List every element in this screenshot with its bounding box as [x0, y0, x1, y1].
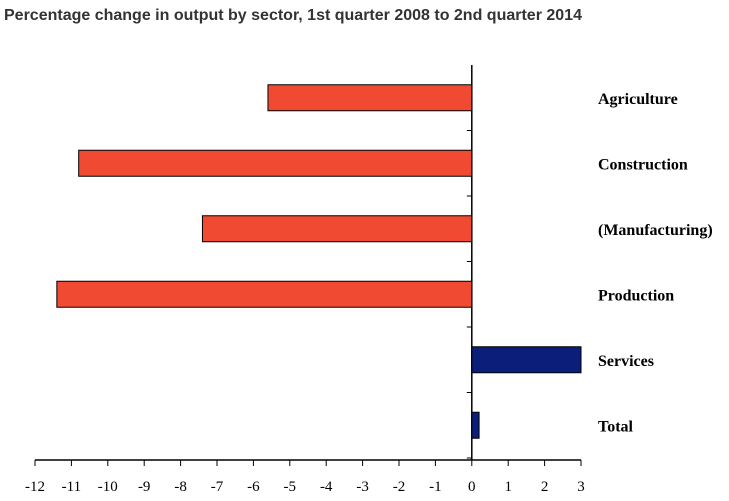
bar: [471, 346, 582, 374]
category-label: (Manufacturing): [598, 222, 713, 239]
x-tick-label: 2: [541, 479, 549, 495]
x-tick-label: 0: [468, 479, 476, 495]
bar: [56, 280, 473, 308]
x-tick-label: 1: [504, 479, 512, 495]
x-tick-label: -1: [429, 479, 442, 495]
x-tick-label: -6: [247, 479, 260, 495]
x-tick-label: -7: [211, 479, 224, 495]
chart-title: Percentage change in output by sector, 1…: [4, 7, 582, 24]
bar: [78, 149, 473, 177]
x-tick-label: -11: [62, 479, 81, 495]
x-tick-label: -4: [320, 479, 333, 495]
category-label: Services: [598, 353, 654, 370]
x-tick-label: -8: [174, 479, 187, 495]
bar: [201, 215, 473, 243]
bar: [267, 84, 473, 112]
category-label: Production: [598, 287, 674, 304]
x-tick-label: 3: [577, 479, 585, 495]
x-tick-label: -9: [138, 479, 151, 495]
category-label: Total: [598, 418, 634, 435]
category-label: Construction: [598, 156, 688, 173]
x-tick-label: -5: [284, 479, 297, 495]
category-label: Agriculture: [598, 91, 678, 108]
x-tick-label: -10: [98, 479, 118, 495]
x-tick-label: -2: [393, 479, 406, 495]
x-tick-label: -3: [356, 479, 369, 495]
bar: [471, 411, 480, 439]
x-tick-label: -12: [25, 479, 45, 495]
